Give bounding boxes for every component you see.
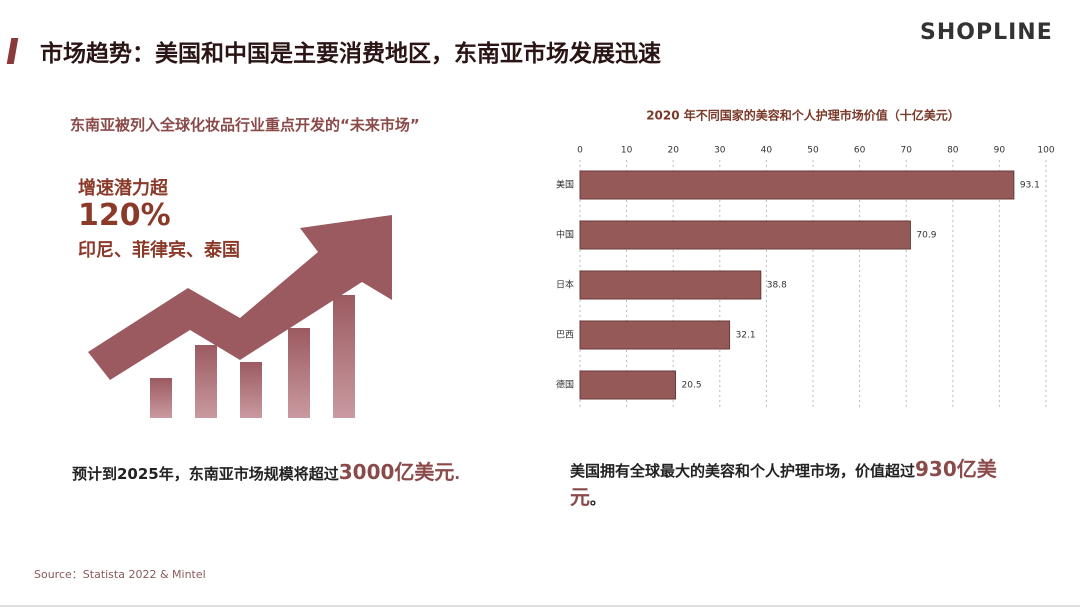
chart-title: 2020 年不同国家的美容和个人护理市场价值（十亿美元）: [646, 108, 960, 123]
x-tick-label: 0: [577, 146, 583, 156]
x-tick-label: 100: [1037, 146, 1054, 156]
right-note: 美国拥有全球最大的美容和个人护理市场，价值超过930亿美元。: [570, 456, 1015, 512]
source: Source：Statista 2022 & Mintel: [34, 568, 206, 581]
x-tick-label: 60: [854, 146, 866, 156]
x-tick-label: 30: [714, 146, 726, 156]
y-tick-label: 巴西: [556, 330, 574, 341]
bar: [579, 170, 1015, 200]
left-subtitle: 东南亚被列入全球化妆品行业重点开发的“未来市场”: [70, 116, 420, 134]
bar: [579, 320, 731, 350]
x-tick-label: 90: [994, 146, 1006, 156]
value-label: 38.8: [767, 281, 787, 291]
x-tick-label: 40: [761, 146, 773, 156]
left-note: 预计到2025年，东南亚市场规模将超过3000亿美元.: [72, 456, 460, 485]
bar: [579, 270, 762, 300]
value-label: 32.1: [736, 331, 756, 341]
note-end: 。: [590, 490, 606, 508]
growth-value: 120%: [78, 198, 171, 233]
note-text: 美国拥有全球最大的美容和个人护理市场，价值超过: [570, 462, 916, 480]
note-end: .: [454, 465, 461, 483]
value-label: 70.9: [916, 231, 936, 241]
y-tick-label: 德国: [556, 379, 574, 391]
slide-title: 市场趋势：美国和中国是主要消费地区，东南亚市场发展迅速: [40, 41, 661, 67]
value-label: 93.1: [1020, 181, 1040, 191]
x-tick-label: 10: [621, 146, 633, 156]
x-tick-label: 50: [807, 146, 819, 156]
countries: 印尼、菲律宾、泰国: [78, 240, 240, 261]
title-accent: [6, 38, 19, 64]
bar: [579, 220, 911, 250]
y-tick-label: 日本: [556, 279, 574, 291]
logo: SHOPLINE: [920, 20, 1053, 45]
growth-graphic: [88, 215, 392, 418]
y-tick-label: 中国: [556, 229, 574, 241]
note-highlight: 930亿美元: [570, 457, 997, 509]
y-tick-label: 美国: [556, 179, 574, 191]
x-tick-label: 80: [947, 146, 959, 156]
value-label: 20.5: [682, 381, 702, 391]
note-highlight: 3000亿美元: [338, 460, 455, 484]
note-text: 预计到2025年，东南亚市场规模将超过: [72, 465, 339, 483]
x-tick-label: 20: [667, 146, 679, 156]
bar: [579, 370, 677, 400]
growth-label: 增速潜力超: [78, 178, 168, 199]
x-tick-label: 70: [900, 146, 912, 156]
